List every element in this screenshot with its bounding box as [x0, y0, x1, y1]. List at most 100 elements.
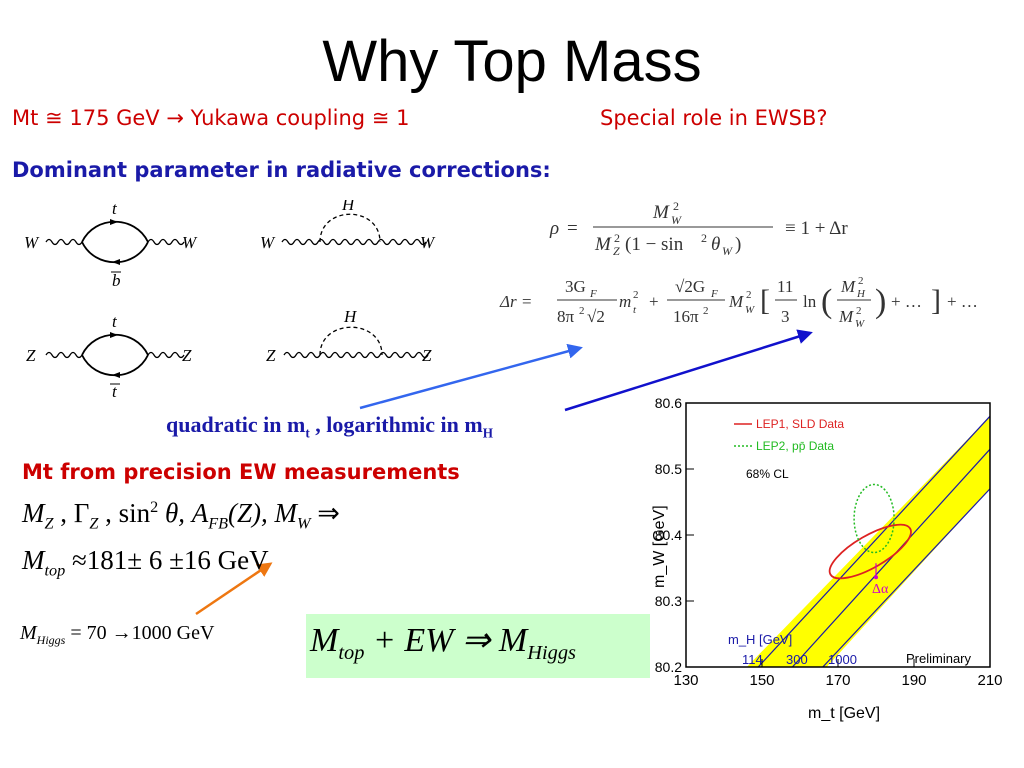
- svg-text:F: F: [589, 288, 597, 300]
- t-label: t: [112, 200, 118, 218]
- dominant-parameter-heading: Dominant parameter in radiative correcti…: [12, 158, 551, 182]
- sub-h: H: [482, 425, 493, 441]
- svg-text:[: [: [760, 284, 770, 317]
- svg-text:≡ 1 + Δr: ≡ 1 + Δr: [785, 218, 848, 239]
- b-label: b: [112, 271, 121, 290]
- svg-text:W: W: [745, 304, 755, 316]
- svg-text:2: 2: [579, 305, 585, 317]
- svg-text:Δr =: Δr =: [499, 292, 532, 311]
- boxed-equation-background: [306, 614, 650, 678]
- mt-from-heading: Mt from precision EW measurements: [22, 460, 460, 484]
- svg-text:(: (: [821, 283, 832, 320]
- svg-text:2: 2: [703, 305, 709, 317]
- svg-text:=: =: [567, 218, 578, 239]
- z-label-left: Z: [26, 346, 36, 365]
- x-axis-label: m_t [GeV]: [808, 705, 880, 722]
- svg-text:θ: θ: [711, 234, 720, 255]
- svg-text:√2G: √2G: [675, 277, 705, 296]
- z-higgs-diagram: Z Z H: [266, 307, 432, 365]
- y-tick-label-80.2: 80.2: [655, 659, 682, 675]
- h-label: H: [341, 200, 356, 214]
- feynman-diagrams: W W t b W W H Z Z t t Z Z H: [24, 200, 436, 400]
- w-label-right-2: W: [420, 233, 436, 252]
- arrow-to-mtop: [195, 562, 273, 616]
- z-label-right: Z: [182, 346, 192, 365]
- svg-text:): ): [875, 283, 886, 320]
- svg-text:2: 2: [673, 199, 679, 213]
- svg-text:W: W: [855, 318, 865, 330]
- radiative-formulas: ρ = M W 2 M Z 2 (1 − sin 2 θ W ) ≡ 1 + Δ…: [499, 199, 978, 330]
- boxed-equation: Mtop + EW ⇒ MHiggs: [310, 622, 576, 664]
- higgs-value-1000: 1000: [828, 652, 857, 667]
- w-label-left: W: [24, 233, 40, 252]
- x-tick-label-170: 170: [825, 672, 850, 689]
- ewsb-question: Special role in EWSB?: [600, 106, 828, 130]
- delta-alpha-dot: [874, 575, 878, 580]
- svg-text:8π: 8π: [557, 307, 575, 326]
- svg-text:t: t: [633, 304, 637, 316]
- svg-text:+ …: + …: [947, 292, 978, 311]
- lep1-ellipse: [828, 523, 912, 580]
- preliminary-label: Preliminary: [906, 651, 972, 666]
- svg-text:16π: 16π: [673, 307, 699, 326]
- higgs-value-300: 300: [786, 652, 808, 667]
- svg-text:F: F: [710, 288, 718, 300]
- legend-lep2: LEP2, pp̄ Data: [756, 439, 834, 453]
- svg-text:]: ]: [931, 284, 941, 317]
- higgs-values: 114 300 1000: [742, 652, 857, 667]
- higgs-value-114: 114: [742, 652, 763, 667]
- z-label-right-2: Z: [422, 346, 432, 365]
- log-text: , logarithmic in m: [309, 412, 483, 437]
- svg-text:Z: Z: [613, 244, 620, 258]
- yukawa-label: Yukawa coupling: [190, 106, 366, 130]
- higgs-line-1000: [822, 488, 990, 667]
- svg-text:2: 2: [858, 275, 864, 287]
- svg-text:M: M: [594, 234, 612, 255]
- svg-text:M: M: [840, 277, 856, 296]
- mw-mt-chart: 130 150 170 190 210 80.2 80.3 80.4 80.5 80.6 Δα L…: [651, 395, 1003, 722]
- lep2-ellipse: [853, 483, 895, 554]
- h-label-2: H: [343, 307, 358, 326]
- y-axis-label: m_W [GeV]: [651, 505, 668, 588]
- x-tick-label-150: 150: [749, 672, 774, 689]
- arrow-symbol: →: [166, 106, 184, 130]
- w-higgs-diagram: W W H: [260, 200, 436, 252]
- svg-text:3G: 3G: [565, 277, 586, 296]
- yellow-band: [746, 416, 990, 667]
- svg-text:+ …: + …: [891, 292, 922, 311]
- legend-lep1: LEP1, SLD Data: [756, 417, 844, 431]
- y-tick-label-80.4: 80.4: [655, 527, 682, 543]
- z-label-left-2: Z: [266, 346, 276, 365]
- svg-text:m: m: [619, 292, 631, 311]
- delta-r-formula: Δr = 3G F 8π 2 √2 m t 2 + √2G F 16π 2 M …: [499, 275, 978, 330]
- higgs-line-300: [791, 448, 990, 667]
- mtop-equation: Mtop ≈181± 6 ±16 GeV: [22, 545, 269, 580]
- chart-legend: LEP1, SLD Data LEP2, pp̄ Data 68% CL: [734, 417, 844, 481]
- svg-text:ln: ln: [803, 292, 817, 311]
- svg-text:2: 2: [614, 231, 620, 245]
- svg-text:(1 − sin: (1 − sin: [625, 234, 684, 255]
- svg-text:+: +: [649, 292, 659, 311]
- x-tick-label-190: 190: [901, 672, 926, 689]
- w-label-right: W: [182, 233, 198, 252]
- quadratic-text: quadratic in m: [166, 412, 306, 437]
- svg-text:): ): [735, 234, 741, 255]
- svg-text:2: 2: [633, 289, 639, 301]
- svg-text:11: 11: [777, 277, 793, 296]
- x-tick-label-210: 210: [977, 672, 1002, 689]
- higgs-line-114: [757, 415, 990, 667]
- svg-text:2: 2: [856, 305, 862, 317]
- coupling-value: 1: [396, 106, 410, 130]
- z-top-loop-diagram: Z Z t t: [26, 312, 192, 400]
- slide-title: Why Top Mass: [322, 29, 702, 94]
- mt-label: Mt: [12, 106, 39, 130]
- svg-text:M: M: [652, 202, 670, 223]
- sub-t: t: [305, 425, 310, 441]
- legend-cl: 68% CL: [746, 467, 789, 481]
- arrow-to-log-term: [564, 329, 813, 412]
- approx-symbol: ≅: [45, 106, 63, 130]
- higgs-mass-label: m_H [GeV]: [728, 632, 792, 647]
- tbar-label: t: [112, 382, 118, 400]
- y-tick-label-80.5: 80.5: [655, 461, 682, 477]
